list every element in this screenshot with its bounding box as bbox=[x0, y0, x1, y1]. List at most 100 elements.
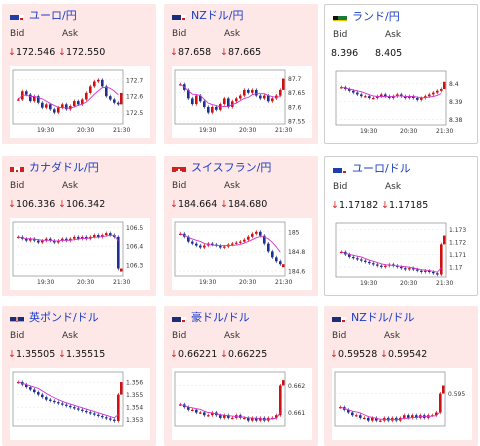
pair-name-link[interactable]: スイスフラン/円 bbox=[191, 161, 272, 174]
candle bbox=[41, 240, 44, 243]
price-chart: 87.7 87.65 87.6 87.55 19:30 20:30 21:30 bbox=[174, 69, 305, 134]
rate-card[interactable]: ユーロ/ドル Bid Ask ↓1.17182 ↓1.17185 1.173 1.172 1.… bbox=[324, 156, 478, 296]
ask-number: 0.59542 bbox=[387, 349, 428, 360]
y-tick-label: 1.353 bbox=[126, 417, 143, 424]
pair-name-link[interactable]: 英ポンド/ドル bbox=[29, 311, 99, 324]
candle bbox=[69, 238, 72, 241]
chart-panel[interactable]: 0.595 bbox=[332, 368, 472, 440]
candle bbox=[420, 270, 423, 272]
chart-panel[interactable]: 8.4 8.39 8.38 19:30 20:30 21:30 bbox=[333, 67, 473, 139]
plot-area bbox=[174, 69, 286, 125]
candle bbox=[428, 270, 431, 272]
chart-panel[interactable]: 106.5 106.4 106.3 19:30 20:30 21:30 bbox=[10, 218, 150, 290]
bid-label: Bid bbox=[172, 29, 187, 39]
candle bbox=[363, 417, 366, 420]
price-chart: 1.356 1.355 1.354 1.353 bbox=[12, 371, 143, 427]
pair-name-link[interactable]: ユーロ/円 bbox=[29, 9, 77, 22]
candle bbox=[279, 261, 282, 265]
rate-card[interactable]: 豪ドル/ドル Bid Ask ↓0.66221 ↓0.66225 0.662 0.661 bbox=[164, 306, 318, 446]
plot-area bbox=[12, 221, 124, 277]
candle bbox=[73, 101, 76, 106]
card-title[interactable]: NZドル/円 bbox=[172, 7, 243, 23]
rate-card[interactable]: 英ポンド/ドル Bid Ask ↓1.35505 ↓1.35515 1.356 1.355 1… bbox=[2, 306, 156, 446]
x-tick-label: 19:30 bbox=[360, 128, 377, 135]
rate-card[interactable]: スイスフラン/円 Bid Ask ↓184.664 ↓184.680 185 184.8 18… bbox=[164, 156, 318, 296]
candle bbox=[85, 410, 88, 413]
bid-number: 0.59528 bbox=[337, 349, 378, 360]
chart-panel[interactable]: 1.173 1.172 1.171 1.17 19:30 20:30 21:30 bbox=[333, 219, 473, 291]
pair-name-link[interactable]: カナダドル/円 bbox=[29, 161, 99, 174]
candle bbox=[199, 95, 202, 102]
card-title[interactable]: スイスフラン/円 bbox=[172, 159, 271, 175]
moving-average-line bbox=[341, 86, 442, 99]
bid-value: ↓1.35505 bbox=[8, 349, 55, 360]
candle bbox=[407, 415, 410, 418]
card-title[interactable]: 豪ドル/ドル bbox=[172, 309, 250, 325]
candle bbox=[93, 235, 96, 237]
y-tick-label: 172.7 bbox=[126, 77, 143, 84]
bid-label: Bid bbox=[10, 29, 25, 39]
chart-panel[interactable]: 0.662 0.661 bbox=[172, 368, 312, 440]
candle bbox=[61, 238, 64, 241]
za-jp-flag-icon bbox=[333, 11, 347, 21]
card-title[interactable]: ユーロ/円 bbox=[10, 7, 77, 23]
gb-us-flag-icon bbox=[10, 312, 24, 322]
candle bbox=[436, 90, 439, 93]
rate-card[interactable]: ユーロ/円 Bid Ask ↓172.546 ↓172.550 172.7 172.6 172… bbox=[2, 4, 156, 144]
down-arrow-icon: ↓ bbox=[58, 47, 66, 58]
ask-number: 1.35515 bbox=[65, 349, 106, 360]
eu-jp-flag-icon bbox=[10, 10, 24, 20]
bid-number: 1.17182 bbox=[338, 200, 379, 211]
card-title[interactable]: NZドル/ドル bbox=[332, 309, 414, 325]
down-arrow-icon: ↓ bbox=[58, 199, 66, 210]
chart-panel[interactable]: 1.356 1.355 1.354 1.353 bbox=[10, 368, 150, 440]
card-title[interactable]: ランド/円 bbox=[333, 8, 400, 24]
candle bbox=[69, 106, 72, 110]
candle bbox=[207, 106, 210, 113]
candle bbox=[101, 79, 104, 87]
bid-label: Bid bbox=[333, 182, 348, 192]
candle bbox=[195, 95, 198, 105]
rate-card[interactable]: ランド/円 Bid Ask 8.396 8.405 8.4 8.39 8.38 19:30 20:… bbox=[324, 4, 478, 144]
candle bbox=[360, 259, 363, 261]
candle bbox=[187, 407, 190, 410]
last-price-bar bbox=[120, 92, 123, 105]
candle bbox=[37, 96, 40, 103]
bid-number: 8.396 bbox=[331, 48, 359, 59]
candle bbox=[271, 251, 274, 258]
ask-label: Ask bbox=[62, 331, 79, 341]
price-chart: 106.5 106.4 106.3 19:30 20:30 21:30 bbox=[12, 221, 143, 286]
rate-card[interactable]: カナダドル/円 Bid Ask ↓106.336 ↓106.342 106.5 106.4 1… bbox=[2, 156, 156, 296]
candle bbox=[81, 236, 84, 239]
pair-name-link[interactable]: NZドル/ドル bbox=[351, 311, 415, 324]
chart-panel[interactable]: 172.7 172.6 172.5 19:30 20:30 21:30 bbox=[10, 66, 150, 138]
pair-name-link[interactable]: 豪ドル/ドル bbox=[191, 311, 250, 324]
y-tick-label: 1.173 bbox=[449, 227, 466, 234]
candle bbox=[53, 109, 56, 113]
price-chart: 8.4 8.39 8.38 19:30 20:30 21:30 bbox=[335, 70, 463, 135]
x-tick-label: 19:30 bbox=[37, 127, 54, 134]
rate-card[interactable]: NZドル/ドル Bid Ask ↓0.59528 ↓0.59542 0.595 bbox=[324, 306, 478, 446]
card-title[interactable]: 英ポンド/ドル bbox=[10, 309, 99, 325]
ask-number: 0.66225 bbox=[227, 349, 268, 360]
candle bbox=[49, 238, 52, 241]
pair-name-link[interactable]: NZドル/円 bbox=[191, 9, 244, 22]
plot-area bbox=[174, 221, 286, 277]
candle bbox=[65, 404, 68, 406]
candle bbox=[33, 96, 36, 102]
chart-panel[interactable]: 185 184.8 184.6 19:30 20:30 21:30 bbox=[172, 218, 312, 290]
candle bbox=[271, 98, 274, 102]
candle bbox=[97, 414, 100, 416]
pair-name-link[interactable]: ユーロ/ドル bbox=[352, 162, 411, 175]
last-price-bar bbox=[282, 380, 285, 386]
ask-value: ↓172.550 bbox=[58, 47, 105, 58]
down-arrow-icon: ↓ bbox=[8, 349, 16, 360]
pair-name-link[interactable]: ランド/円 bbox=[352, 10, 400, 23]
card-title[interactable]: ユーロ/ドル bbox=[333, 160, 411, 176]
candle bbox=[255, 231, 258, 234]
chart-panel[interactable]: 87.7 87.65 87.6 87.55 19:30 20:30 21:30 bbox=[172, 66, 312, 138]
rate-card[interactable]: NZドル/円 Bid Ask ↓87.658 ↓87.665 87.7 87.65 87.6 8… bbox=[164, 4, 318, 144]
candle bbox=[223, 98, 226, 105]
card-title[interactable]: カナダドル/円 bbox=[10, 159, 99, 175]
candle bbox=[440, 244, 443, 275]
